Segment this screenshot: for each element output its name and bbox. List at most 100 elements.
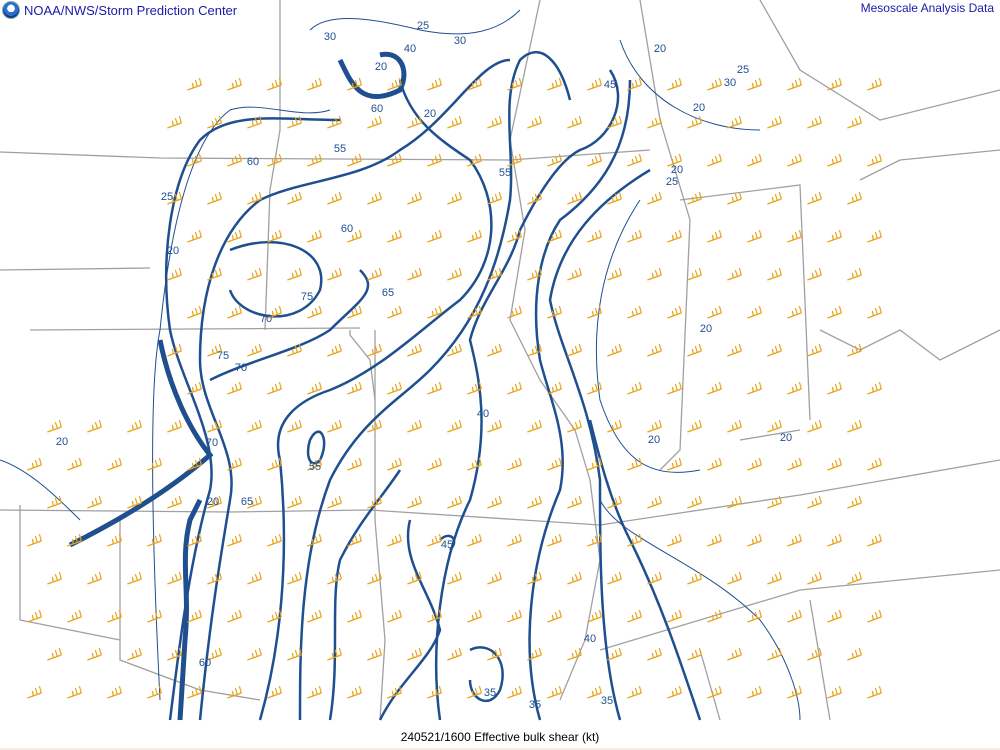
wind-barb xyxy=(647,495,662,509)
contour-label: 25 xyxy=(666,176,678,188)
wind-barb xyxy=(67,533,82,547)
wind-barb xyxy=(367,267,382,281)
wind-barb xyxy=(427,77,442,91)
contour-label: 25 xyxy=(417,20,429,32)
wind-barb xyxy=(747,609,762,623)
wind-barb xyxy=(27,457,42,471)
wind-barb xyxy=(627,457,642,471)
contour-label: 35 xyxy=(601,695,613,707)
wind-barb xyxy=(307,381,322,395)
wind-barb xyxy=(747,533,762,547)
wind-barb xyxy=(347,609,362,623)
wind-barb xyxy=(667,229,682,243)
wind-barb xyxy=(367,115,382,129)
wind-barb xyxy=(547,685,562,699)
wind-barb xyxy=(527,343,542,357)
wind-barb xyxy=(487,191,502,205)
contour-label: 65 xyxy=(382,287,394,299)
wind-barb xyxy=(407,343,422,357)
wind-barb xyxy=(187,609,202,623)
wind-barb xyxy=(747,457,762,471)
wind-barb xyxy=(167,191,182,205)
wind-barb xyxy=(307,153,322,167)
wind-barb xyxy=(867,685,882,699)
wind-barb xyxy=(607,495,622,509)
contour-label: 55 xyxy=(309,461,321,473)
wind-barb xyxy=(847,647,862,661)
wind-barb xyxy=(467,305,482,319)
wind-barb xyxy=(847,571,862,585)
wind-barb xyxy=(287,419,302,433)
wind-barb xyxy=(707,533,722,547)
wind-barb xyxy=(247,343,262,357)
wind-barb xyxy=(327,115,342,129)
wind-barb xyxy=(807,419,822,433)
wind-barb xyxy=(307,685,322,699)
wind-barb xyxy=(607,571,622,585)
wind-barb xyxy=(387,457,402,471)
wind-barb xyxy=(767,571,782,585)
wind-barb xyxy=(247,267,262,281)
wind-barb xyxy=(727,191,742,205)
wind-barb xyxy=(507,229,522,243)
wind-barb xyxy=(227,229,242,243)
wind-barb xyxy=(187,381,202,395)
contour-label: 40 xyxy=(404,43,416,55)
contour-label: 20 xyxy=(648,434,660,446)
wind-barb xyxy=(587,533,602,547)
wind-barb xyxy=(307,457,322,471)
wind-barb xyxy=(447,495,462,509)
contour-label: 35 xyxy=(484,687,496,699)
wind-barb xyxy=(167,267,182,281)
wind-barb xyxy=(607,267,622,281)
wind-barb xyxy=(247,191,262,205)
wind-barb xyxy=(807,191,822,205)
wind-barb xyxy=(107,457,122,471)
wind-barb xyxy=(107,609,122,623)
wind-barb xyxy=(547,77,562,91)
wind-barb xyxy=(827,533,842,547)
wind-barb xyxy=(147,457,162,471)
wind-barb xyxy=(567,495,582,509)
wind-barb xyxy=(407,571,422,585)
wind-barb xyxy=(527,115,542,129)
wind-barb xyxy=(467,609,482,623)
contour-label: 35 xyxy=(529,699,541,711)
wind-barb xyxy=(187,457,202,471)
wind-barb xyxy=(727,343,742,357)
contour-label: 30 xyxy=(454,35,466,47)
wind-barb xyxy=(607,115,622,129)
wind-barb xyxy=(387,609,402,623)
contour-label: 20 xyxy=(693,102,705,114)
wind-barb xyxy=(67,457,82,471)
contour-label: 20 xyxy=(700,323,712,335)
wind-barb xyxy=(407,647,422,661)
map-caption: 240521/1600 Effective bulk shear (kt) xyxy=(0,724,1000,750)
wind-barb xyxy=(587,381,602,395)
wind-barb xyxy=(307,229,322,243)
wind-barb xyxy=(387,381,402,395)
wind-barb xyxy=(207,267,222,281)
wind-barb xyxy=(487,495,502,509)
wind-barb xyxy=(747,77,762,91)
wind-barb xyxy=(487,115,502,129)
wind-barb xyxy=(507,685,522,699)
wind-barb xyxy=(167,419,182,433)
wind-barb xyxy=(287,115,302,129)
wind-barb xyxy=(467,381,482,395)
wind-barb xyxy=(67,609,82,623)
wind-barb xyxy=(427,685,442,699)
wind-barb xyxy=(467,77,482,91)
wind-barb xyxy=(487,343,502,357)
wind-barb xyxy=(27,609,42,623)
wind-barb xyxy=(327,495,342,509)
wind-barb xyxy=(367,191,382,205)
wind-barb xyxy=(67,685,82,699)
wind-barb xyxy=(587,77,602,91)
wind-barb xyxy=(847,191,862,205)
wind-barb xyxy=(567,267,582,281)
wind-barb xyxy=(567,419,582,433)
wind-barb xyxy=(47,571,62,585)
wind-barb xyxy=(407,191,422,205)
wind-barb xyxy=(267,305,282,319)
